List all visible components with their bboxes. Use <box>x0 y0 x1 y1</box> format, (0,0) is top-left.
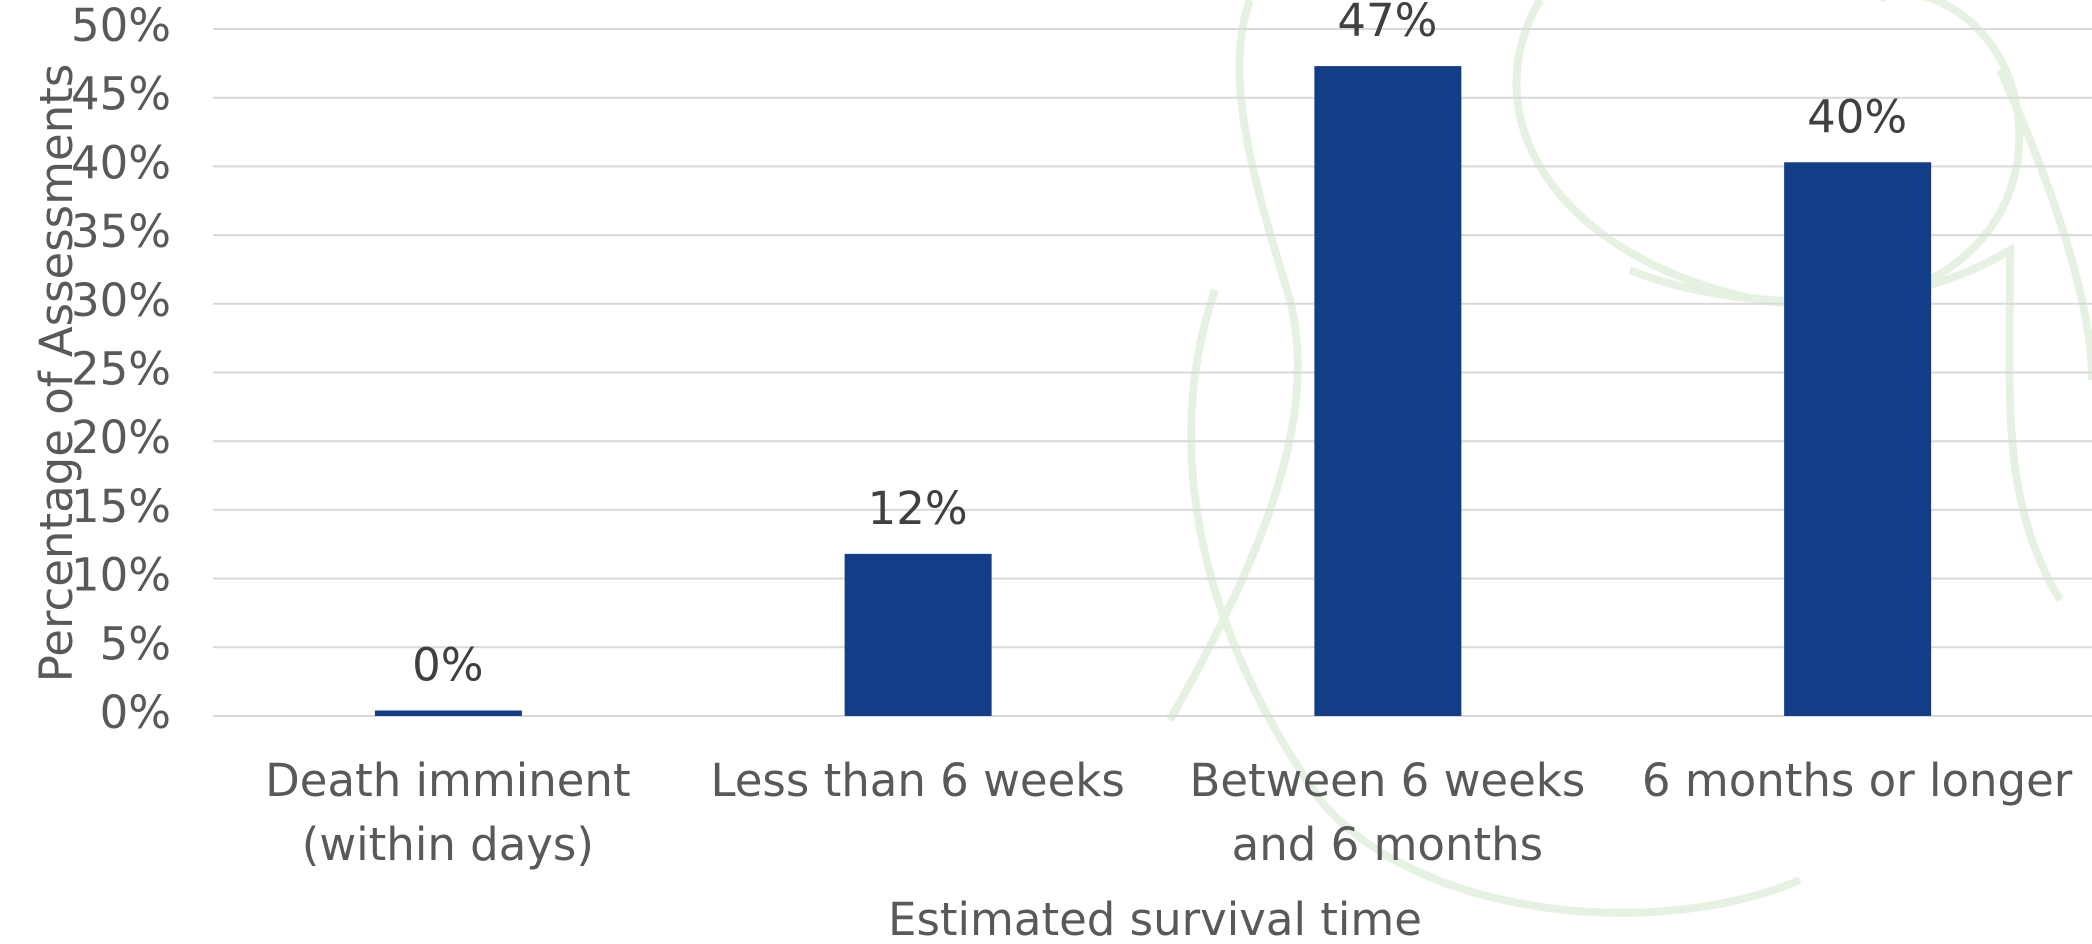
y-tick-label: 0% <box>100 686 171 739</box>
x-axis-title: Estimated survival time <box>888 893 1422 944</box>
y-tick-label: 35% <box>71 205 171 258</box>
bar <box>374 710 522 716</box>
x-tick-label: Between 6 weeks <box>1189 754 1585 807</box>
value-label: 40% <box>1807 90 1907 143</box>
bar <box>1784 162 1932 716</box>
bar <box>1314 66 1462 716</box>
y-tick-label: 5% <box>100 617 171 670</box>
y-tick-label: 25% <box>71 343 171 396</box>
y-tick-label: 40% <box>71 136 171 189</box>
y-tick-label: 45% <box>71 68 171 121</box>
y-tick-label: 50% <box>71 0 171 52</box>
value-label: 12% <box>868 482 968 535</box>
bar <box>844 553 992 716</box>
y-tick-label: 30% <box>71 274 171 327</box>
y-axis-title: Percentage of Assessments <box>30 64 83 683</box>
value-label: 0% <box>412 639 483 692</box>
value-label: 47% <box>1337 0 1437 47</box>
x-tick-label: Less than 6 weeks <box>710 754 1124 807</box>
y-tick-label: 20% <box>71 411 171 464</box>
x-tick-label: (within days) <box>302 818 594 871</box>
y-tick-label: 15% <box>71 480 171 533</box>
x-tick-label: and 6 months <box>1232 818 1543 871</box>
x-tick-label: 6 months or longer <box>1642 754 2073 807</box>
y-tick-label: 10% <box>71 549 171 602</box>
x-tick-label: Death imminent <box>265 754 630 807</box>
